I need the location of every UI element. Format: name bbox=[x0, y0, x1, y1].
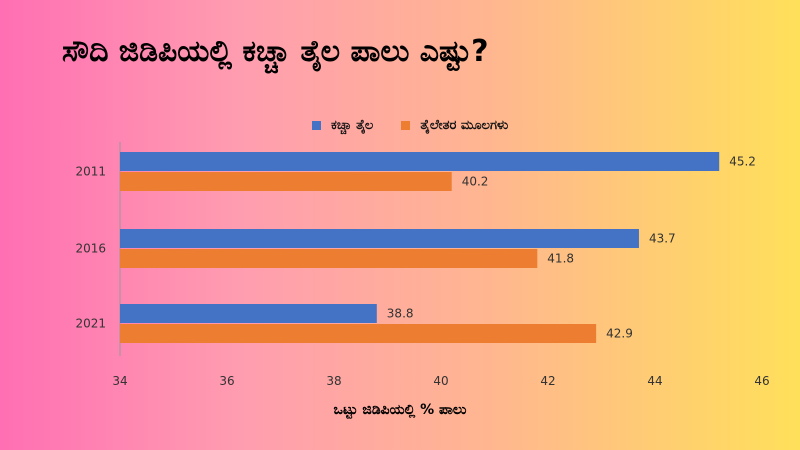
chart-title: ಸೌದಿ ಜಿಡಿಪಿಯಲ್ಲಿ ಕಚ್ಚಾ ತೈಲ ಪಾಲು ಎಷ್ಟು? bbox=[62, 34, 489, 69]
data-label: 45.2 bbox=[729, 155, 756, 169]
x-tick-label: 42 bbox=[540, 374, 555, 388]
bar-non-oil bbox=[120, 172, 452, 191]
data-label: 42.9 bbox=[606, 327, 633, 341]
data-label: 43.7 bbox=[649, 232, 676, 246]
x-tick-label: 44 bbox=[647, 374, 662, 388]
x-axis-label: ಒಟ್ಟು ಜಿಡಿಪಿಯಲ್ಲಿ % ಪಾಲು bbox=[333, 402, 467, 418]
legend-item-crude-oil: ಕಚ್ಚಾ ತೈಲ bbox=[312, 118, 373, 133]
bar-crude-oil bbox=[120, 229, 639, 248]
bar-crude-oil bbox=[120, 304, 377, 323]
x-tick-label: 46 bbox=[754, 374, 769, 388]
y-tick-label: 2016 bbox=[75, 242, 106, 256]
y-tick-label: 2011 bbox=[75, 165, 106, 179]
legend-swatch-non-oil bbox=[401, 120, 411, 130]
x-tick-label: 38 bbox=[326, 374, 341, 388]
bar-crude-oil bbox=[120, 152, 720, 171]
legend-item-non-oil: ತೈಲೇತರ ಮೂಲಗಳು bbox=[401, 118, 508, 133]
legend-label-non-oil: ತೈಲೇತರ ಮೂಲಗಳು bbox=[420, 117, 509, 133]
legend-swatch-crude-oil bbox=[312, 120, 321, 130]
x-tick-label: 36 bbox=[219, 374, 234, 388]
bar-non-oil bbox=[120, 324, 597, 343]
x-tick-label: 40 bbox=[433, 374, 448, 388]
y-tick-label: 2021 bbox=[75, 317, 106, 331]
data-label: 38.8 bbox=[387, 307, 414, 321]
bar-non-oil bbox=[120, 249, 538, 268]
x-tick-label: 34 bbox=[112, 374, 127, 388]
data-label: 41.8 bbox=[547, 252, 574, 266]
data-label: 40.2 bbox=[462, 175, 489, 189]
chart-legend: ಕಚ್ಚಾ ತೈಲ ತೈಲೇತರ ಮೂಲಗಳು bbox=[312, 114, 508, 136]
legend-label-crude-oil: ಕಚ್ಚಾ ತೈಲ bbox=[331, 117, 374, 133]
